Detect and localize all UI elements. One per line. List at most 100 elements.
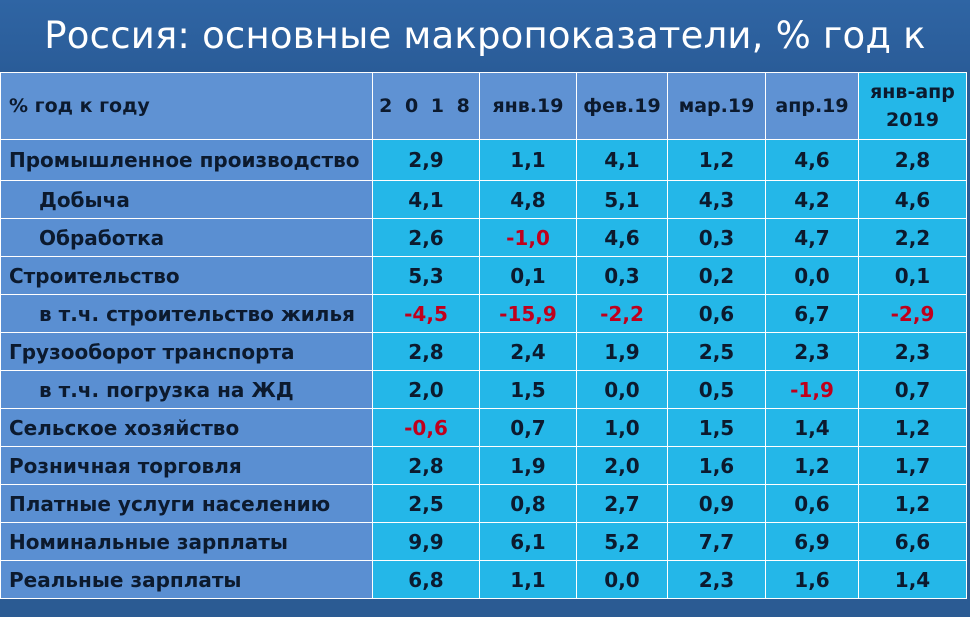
table-cell: 6,6	[858, 522, 967, 561]
table-cell: -4,5	[372, 294, 480, 333]
table-row: в т.ч. погрузка на ЖД 2,0 1,5 0,0 0,5 -1,9 0,7	[0, 370, 967, 409]
table-cell: 2,9	[372, 139, 480, 181]
table-cell: 0,6	[667, 294, 766, 333]
row-label: Промышленное производство	[0, 139, 373, 181]
column-header-jan19: янв.19	[479, 72, 577, 140]
table-cell: -2,9	[858, 294, 967, 333]
row-label: Грузооборот транспорта	[0, 332, 373, 371]
table-cell: -1,0	[479, 218, 577, 257]
table-row: Обработка 2,6 -1,0 4,6 0,3 4,7 2,2	[0, 218, 967, 257]
table-cell: 4,1	[372, 180, 480, 219]
table-cell: 2,8	[372, 446, 480, 485]
table-cell: 0,3	[667, 218, 766, 257]
table-cell: 2,5	[372, 484, 480, 523]
column-header-2018: 2 0 1 8	[372, 72, 480, 140]
table-cell: 6,8	[372, 560, 480, 599]
row-label: в т.ч. строительство жилья	[0, 294, 373, 333]
table-cell: 1,9	[576, 332, 668, 371]
table-cell: -15,9	[479, 294, 577, 333]
table-cell: 0,3	[576, 256, 668, 295]
row-label-header: % год к году	[0, 72, 373, 140]
column-header-feb19: фев.19	[576, 72, 668, 140]
table-cell: 1,4	[765, 408, 859, 447]
table-cell: 1,6	[667, 446, 766, 485]
column-header-jan-apr-2019: янв-апр 2019	[858, 72, 967, 140]
table-row: Строительство 5,3 0,1 0,3 0,2 0,0 0,1	[0, 256, 967, 295]
table-cell: 1,7	[858, 446, 967, 485]
table-cell: 2,6	[372, 218, 480, 257]
table-cell: 1,2	[667, 139, 766, 181]
table-cell: 4,8	[479, 180, 577, 219]
page-title: Россия: основные макропоказатели, % год …	[0, 0, 970, 129]
row-label: Строительство	[0, 256, 373, 295]
row-label: Добыча	[0, 180, 373, 219]
table-cell: 1,1	[479, 560, 577, 599]
table-cell: 4,6	[858, 180, 967, 219]
column-header-jan-apr-line1: янв-апр	[870, 81, 955, 103]
table-header-row: % год к году 2 0 1 8 янв.19 фев.19 мар.1…	[0, 72, 967, 140]
table-cell: -2,2	[576, 294, 668, 333]
table-cell: 6,9	[765, 522, 859, 561]
table-cell: 2,3	[667, 560, 766, 599]
table-row: Грузооборот транспорта 2,8 2,4 1,9 2,5 2,3 2,3	[0, 332, 967, 371]
table-row: Номинальные зарплаты 9,9 6,1 5,2 7,7 6,9 6,6	[0, 522, 967, 561]
table-cell: 0,7	[479, 408, 577, 447]
table-cell: 2,0	[372, 370, 480, 409]
table-cell: 0,1	[858, 256, 967, 295]
table-cell: 1,2	[765, 446, 859, 485]
row-label: Номинальные зарплаты	[0, 522, 373, 561]
table-cell: 6,1	[479, 522, 577, 561]
table-cell: 5,1	[576, 180, 668, 219]
table-cell: -0,6	[372, 408, 480, 447]
table-cell: 0,1	[479, 256, 577, 295]
table-cell: 2,0	[576, 446, 668, 485]
macro-indicators-table: % год к году 2 0 1 8 янв.19 фев.19 мар.1…	[0, 72, 967, 599]
table-cell: 2,3	[858, 332, 967, 371]
table-cell: 0,0	[576, 560, 668, 599]
row-label: Платные услуги населению	[0, 484, 373, 523]
table-cell: 1,6	[765, 560, 859, 599]
table-row: Добыча 4,1 4,8 5,1 4,3 4,2 4,6	[0, 180, 967, 219]
table-cell: 1,5	[479, 370, 577, 409]
table-cell: 4,3	[667, 180, 766, 219]
table-cell: 5,3	[372, 256, 480, 295]
table-row: Промышленное производство 2,9 1,1 4,1 1,2 4,6…	[0, 139, 967, 181]
row-label: Сельское хозяйство	[0, 408, 373, 447]
table-cell: 1,5	[667, 408, 766, 447]
table-cell: 4,6	[576, 218, 668, 257]
table-cell: 2,8	[372, 332, 480, 371]
table-cell: 4,1	[576, 139, 668, 181]
table-cell: 0,9	[667, 484, 766, 523]
table-cell: 1,2	[858, 484, 967, 523]
row-label: в т.ч. погрузка на ЖД	[0, 370, 373, 409]
table-cell: -1,9	[765, 370, 859, 409]
table-cell: 1,9	[479, 446, 577, 485]
row-label: Обработка	[0, 218, 373, 257]
table-cell: 9,9	[372, 522, 480, 561]
table-cell: 2,7	[576, 484, 668, 523]
table-cell: 4,6	[765, 139, 859, 181]
table-cell: 2,3	[765, 332, 859, 371]
table-cell: 0,5	[667, 370, 766, 409]
table-cell: 4,2	[765, 180, 859, 219]
table-cell: 0,0	[576, 370, 668, 409]
table-cell: 1,2	[858, 408, 967, 447]
row-label: Реальные зарплаты	[0, 560, 373, 599]
table-cell: 1,0	[576, 408, 668, 447]
table-cell: 6,7	[765, 294, 859, 333]
table-cell: 2,5	[667, 332, 766, 371]
table-row: Сельское хозяйство -0,6 0,7 1,0 1,5 1,4 1,2	[0, 408, 967, 447]
table-cell: 2,8	[858, 139, 967, 181]
table-row: Розничная торговля 2,8 1,9 2,0 1,6 1,2 1,7	[0, 446, 967, 485]
table-row: Платные услуги населению 2,5 0,8 2,7 0,9 0,6 1…	[0, 484, 967, 523]
table-row: Реальные зарплаты 6,8 1,1 0,0 2,3 1,6 1,4	[0, 560, 967, 599]
row-label: Розничная торговля	[0, 446, 373, 485]
table-cell: 4,7	[765, 218, 859, 257]
table-cell: 0,6	[765, 484, 859, 523]
table-cell: 5,2	[576, 522, 668, 561]
table-row: в т.ч. строительство жилья -4,5 -15,9 -2,2 0…	[0, 294, 967, 333]
table-cell: 0,7	[858, 370, 967, 409]
column-header-mar19: мар.19	[667, 72, 766, 140]
table-cell: 2,4	[479, 332, 577, 371]
